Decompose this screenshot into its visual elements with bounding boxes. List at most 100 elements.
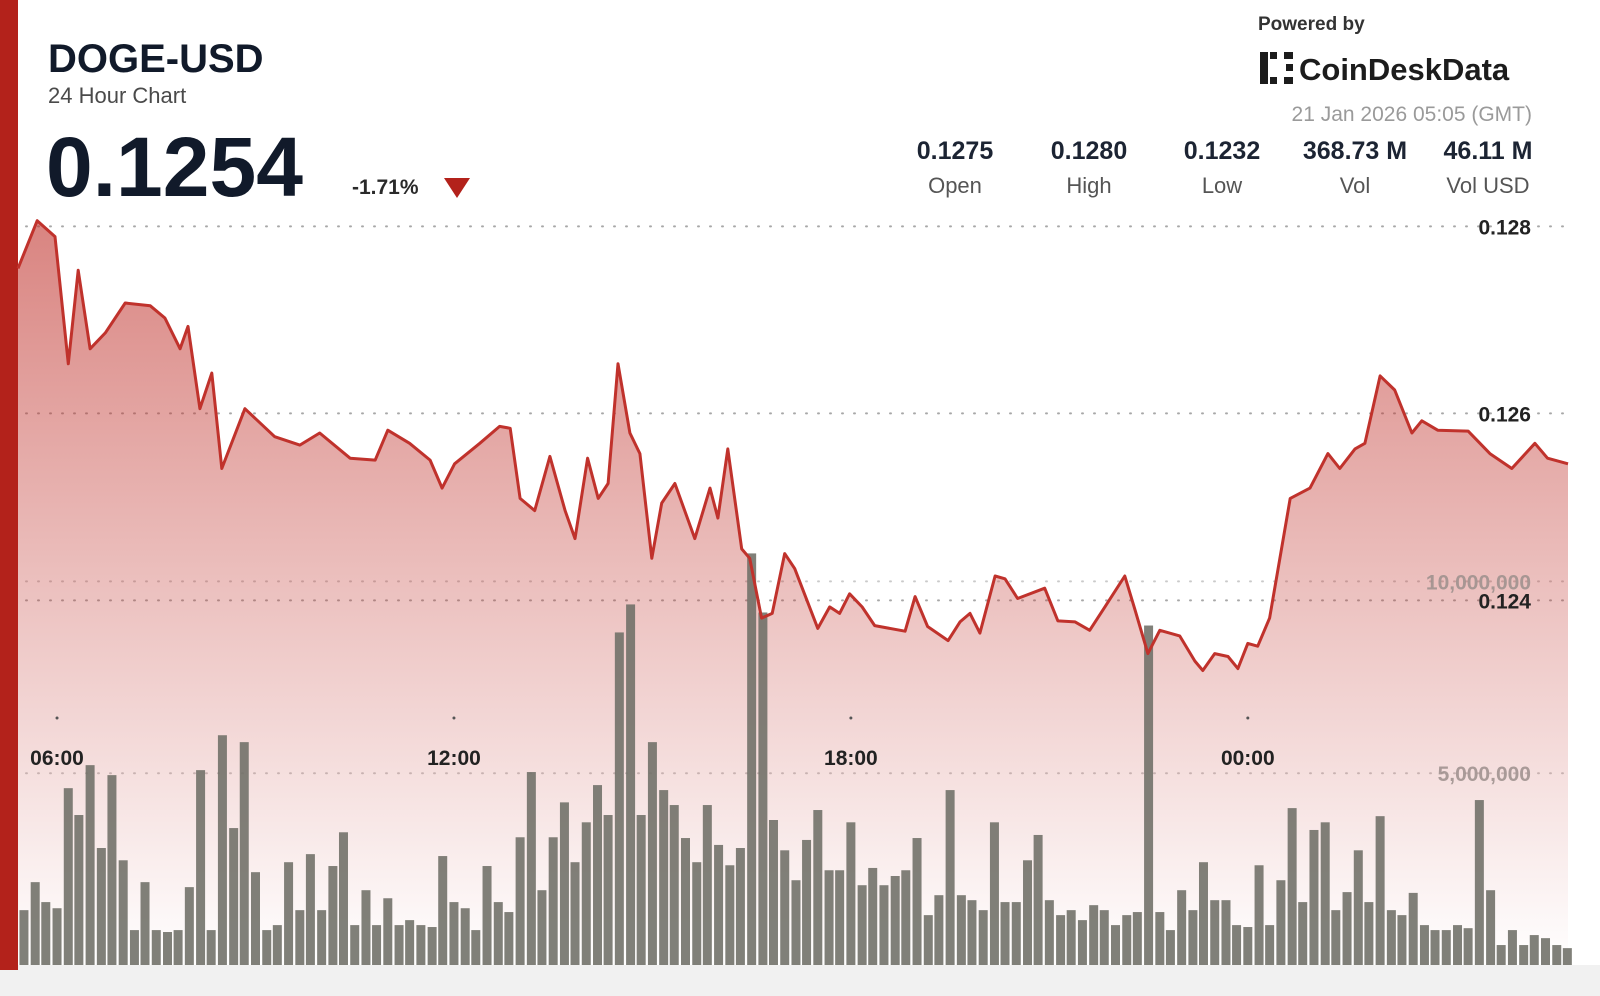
volume-bar bbox=[1408, 892, 1418, 965]
volume-bar bbox=[1198, 862, 1208, 965]
volume-bar bbox=[438, 856, 448, 965]
volume-bar bbox=[295, 910, 305, 965]
lines bbox=[16, 219, 1569, 672]
volume-bar bbox=[735, 848, 745, 965]
volume-bar bbox=[593, 785, 603, 965]
volume-bar bbox=[1221, 900, 1231, 965]
stat-label: Vol USD bbox=[1446, 173, 1529, 198]
volume-bar bbox=[405, 920, 415, 965]
price-area bbox=[18, 220, 1568, 965]
symbol: DOGE-USD bbox=[48, 37, 264, 81]
volume-bar bbox=[1430, 930, 1440, 965]
volume-bar bbox=[338, 832, 348, 965]
volume-bar bbox=[614, 632, 624, 965]
volume-bar bbox=[1507, 930, 1517, 965]
volume-bar bbox=[813, 810, 823, 965]
accent-bar bbox=[0, 0, 18, 970]
volume-bar bbox=[140, 882, 150, 965]
volume-bar bbox=[901, 870, 911, 965]
stat-value: 0.1232 bbox=[1184, 137, 1260, 165]
brand-logo-icon bbox=[1260, 52, 1293, 84]
volume-bar bbox=[768, 820, 778, 965]
volume-bar bbox=[692, 862, 702, 965]
volume-bar bbox=[890, 876, 900, 965]
volume-bar bbox=[868, 867, 878, 965]
stat-label: Low bbox=[1202, 173, 1242, 198]
volume-bar bbox=[493, 902, 503, 965]
volume-bar bbox=[1453, 925, 1463, 965]
timestamp: 21 Jan 2026 05:05 (GMT) bbox=[1292, 103, 1532, 126]
x-tick-label: 06:00 bbox=[30, 747, 84, 770]
stat-value: 46.11 M bbox=[1444, 137, 1533, 165]
volume-bar bbox=[548, 837, 558, 965]
volume-bar bbox=[725, 865, 735, 965]
volume-bar bbox=[1122, 915, 1132, 965]
volume-bar bbox=[702, 805, 712, 965]
volume-bar bbox=[217, 735, 227, 965]
price-line bbox=[16, 219, 1569, 672]
volume-bar bbox=[669, 805, 679, 965]
volume-bar bbox=[196, 770, 206, 965]
volume-bar bbox=[1254, 865, 1264, 965]
volume-bar bbox=[1287, 808, 1297, 965]
volume-bar bbox=[1496, 945, 1506, 965]
subtitle: 24 Hour Chart bbox=[48, 83, 186, 108]
volume-bar bbox=[305, 854, 315, 965]
volume-bar bbox=[1077, 920, 1087, 965]
volume-bar bbox=[1033, 834, 1043, 965]
volume-bar bbox=[758, 612, 768, 965]
volume-bar bbox=[460, 908, 470, 965]
volume-bar bbox=[1188, 910, 1198, 965]
volume-bar bbox=[1552, 945, 1562, 965]
x-tick-mark bbox=[1246, 716, 1250, 720]
price-change: -1.71% bbox=[352, 176, 419, 199]
volume-bar bbox=[383, 898, 393, 965]
volume-bar bbox=[151, 930, 161, 965]
volume-bar bbox=[85, 765, 95, 965]
y-tick-label: 0.124 bbox=[1478, 590, 1531, 613]
volume-bar bbox=[163, 932, 173, 965]
volume-bar bbox=[272, 925, 282, 965]
y2-tick-label: 10,000,000 bbox=[1426, 571, 1531, 594]
volume-bar bbox=[1011, 902, 1021, 965]
volume-bar bbox=[1364, 902, 1374, 965]
volume-bar bbox=[118, 860, 128, 965]
price: 0.1254 bbox=[46, 120, 303, 214]
volume-bar bbox=[1331, 910, 1341, 965]
volume-bar bbox=[1044, 900, 1054, 965]
volume-bar bbox=[1089, 905, 1099, 965]
volume-bar bbox=[714, 844, 724, 965]
volume-bar bbox=[791, 880, 801, 965]
volume-bar bbox=[427, 927, 437, 965]
volume-bar bbox=[41, 902, 51, 965]
volume-bar bbox=[184, 887, 194, 965]
volume-bar bbox=[284, 862, 294, 965]
volume-bar bbox=[1232, 925, 1242, 965]
volume-bar bbox=[824, 870, 834, 965]
volume-bar bbox=[780, 850, 790, 965]
volume-bar bbox=[912, 838, 922, 965]
volume-bar bbox=[250, 872, 260, 965]
volume-bar bbox=[1111, 925, 1121, 965]
volume-bar bbox=[945, 790, 955, 965]
powered-by: Powered by bbox=[1258, 14, 1365, 35]
volume-bar bbox=[857, 885, 867, 965]
volume-bar bbox=[923, 915, 933, 965]
volume-bar bbox=[559, 802, 569, 965]
x-tick-label: 18:00 bbox=[824, 747, 878, 770]
x-tick-mark bbox=[452, 716, 456, 720]
volume-bar bbox=[978, 910, 988, 965]
volume-bar bbox=[1265, 925, 1275, 965]
volume-bar bbox=[1562, 948, 1572, 965]
volume-bar bbox=[515, 837, 525, 965]
volume-bar bbox=[1144, 625, 1154, 965]
volume-bar bbox=[239, 742, 249, 965]
volume-bar bbox=[1320, 822, 1330, 965]
down-arrow bbox=[444, 178, 470, 198]
volume-bar bbox=[626, 604, 636, 965]
volume-bar bbox=[1541, 938, 1551, 965]
volume-bar bbox=[1419, 925, 1429, 965]
volume-bar bbox=[129, 930, 139, 965]
volume-bar bbox=[96, 848, 106, 965]
